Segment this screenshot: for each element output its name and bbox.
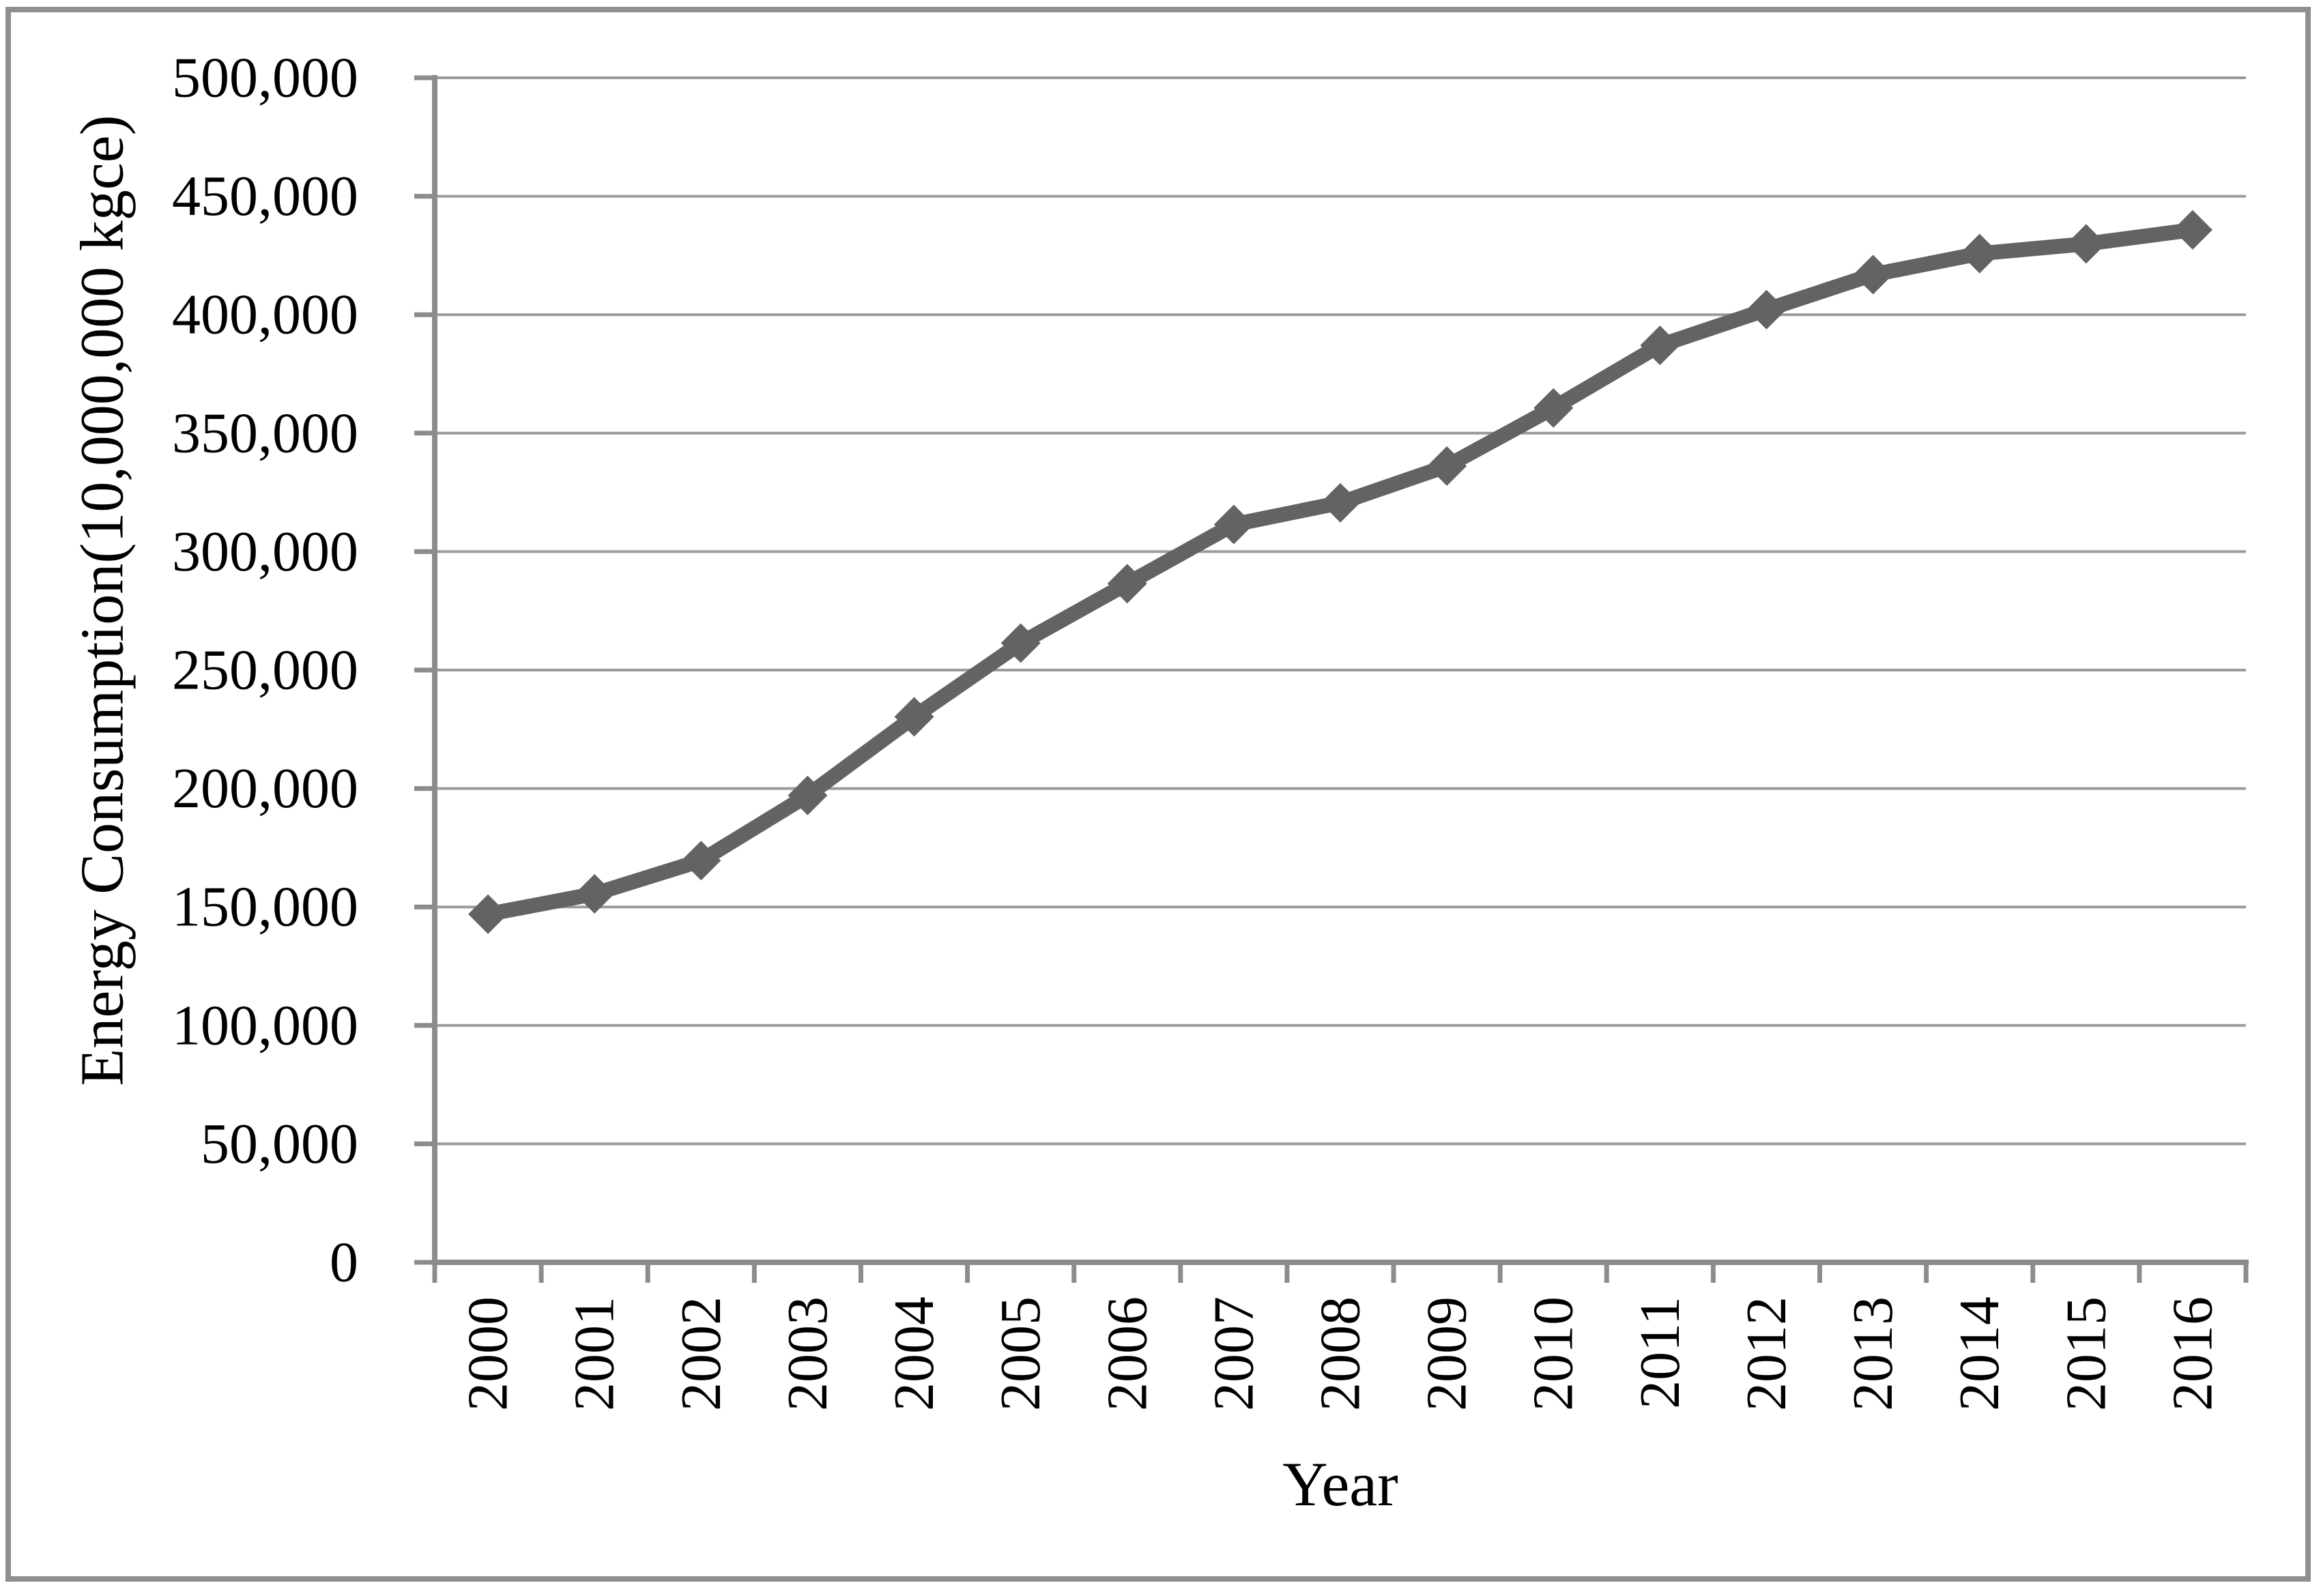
data-point-2013	[1853, 255, 1893, 295]
x-tick-label-2011: 2011	[1628, 1296, 1692, 1409]
data-point-2005	[1000, 623, 1041, 663]
gridlines-group	[435, 76, 2246, 1146]
y-tick-label: 300,000	[172, 520, 358, 583]
x-tick-label-2012: 2012	[1735, 1296, 1798, 1411]
x-tick-label-2001: 2001	[563, 1296, 626, 1411]
y-tick-label: 350,000	[172, 401, 358, 465]
data-point-2012	[1746, 289, 1787, 330]
y-tick-label: 50,000	[201, 1112, 358, 1176]
data-point-2015	[2066, 224, 2106, 264]
series-group	[468, 209, 2212, 934]
data-point-2010	[1533, 388, 1574, 428]
data-point-2008	[1321, 482, 1360, 523]
x-tick-label-2006: 2006	[1095, 1296, 1159, 1411]
data-point-2014	[1959, 233, 2000, 274]
data-point-2001	[575, 873, 615, 914]
data-point-2009	[1427, 446, 1467, 486]
x-tick-label-2004: 2004	[882, 1296, 946, 1411]
figure-border	[5, 7, 2311, 1582]
x-axis-title: Year	[1282, 1449, 1398, 1519]
data-point-2003	[788, 775, 828, 815]
data-point-2007	[1213, 504, 1254, 545]
x-tick-label-2005: 2005	[989, 1296, 1052, 1411]
y-tick-label: 500,000	[172, 46, 358, 110]
data-point-2000	[468, 894, 508, 934]
x-tick-label-2003: 2003	[776, 1296, 839, 1411]
data-point-2016	[2172, 209, 2212, 250]
y-tick-label: 100,000	[172, 993, 358, 1057]
data-point-2002	[681, 841, 721, 881]
y-tick-label: 0	[330, 1231, 358, 1294]
y-tick-label: 450,000	[172, 164, 358, 228]
x-tick-label-2015: 2015	[2054, 1296, 2118, 1411]
y-tick-label: 150,000	[172, 875, 358, 939]
x-tick-label-2009: 2009	[1415, 1296, 1479, 1411]
x-tick-label-2014: 2014	[1948, 1296, 2011, 1411]
data-point-2006	[1107, 564, 1147, 604]
y-tick-label: 400,000	[172, 283, 358, 347]
x-tick-label-2002: 2002	[669, 1296, 733, 1411]
y-tick-label: 250,000	[172, 639, 358, 702]
y-axis-title: Energy Consumption(10,000,000 kgce)	[69, 115, 136, 1086]
x-tick-label-2000: 2000	[457, 1296, 520, 1411]
series-line	[480, 222, 2200, 922]
axes-group	[414, 75, 2249, 1283]
tick-labels-group: 0 50,000 100,000 150,000 200,000 250,000 300,0…	[172, 46, 2224, 1412]
x-tick-label-2007: 2007	[1202, 1296, 1265, 1411]
x-tick-label-2013: 2013	[1841, 1296, 1905, 1411]
y-tick-label: 200,000	[172, 757, 358, 820]
data-point-2004	[894, 697, 934, 737]
x-tick-label-2008: 2008	[1309, 1296, 1372, 1411]
x-tick-label-2010: 2010	[1522, 1296, 1585, 1411]
data-point-2011	[1640, 325, 1680, 366]
x-tick-label-2016: 2016	[2161, 1296, 2224, 1411]
